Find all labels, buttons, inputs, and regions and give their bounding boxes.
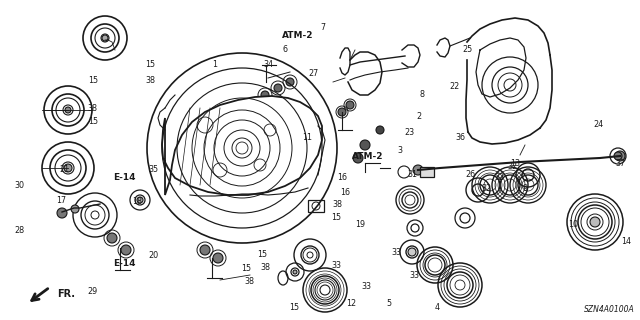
Text: 15: 15 bbox=[88, 117, 98, 126]
Bar bbox=[420, 167, 434, 177]
Text: 36: 36 bbox=[456, 133, 466, 142]
Text: 32: 32 bbox=[494, 173, 504, 182]
Text: 38: 38 bbox=[260, 263, 271, 272]
Circle shape bbox=[102, 35, 108, 41]
Text: 18: 18 bbox=[132, 197, 143, 206]
Text: 7: 7 bbox=[321, 23, 326, 32]
Circle shape bbox=[346, 101, 354, 109]
Text: 3: 3 bbox=[397, 146, 403, 155]
Text: ATM-2: ATM-2 bbox=[282, 31, 314, 40]
Text: 23: 23 bbox=[404, 128, 415, 137]
Circle shape bbox=[57, 208, 67, 218]
Circle shape bbox=[408, 248, 416, 256]
Circle shape bbox=[274, 84, 282, 92]
Text: 10: 10 bbox=[568, 220, 578, 228]
Text: E-14: E-14 bbox=[113, 260, 136, 268]
Text: 21: 21 bbox=[59, 165, 69, 174]
Text: 30: 30 bbox=[14, 181, 24, 190]
Circle shape bbox=[121, 245, 131, 255]
Circle shape bbox=[71, 205, 79, 213]
Circle shape bbox=[137, 197, 143, 203]
Text: 13: 13 bbox=[510, 159, 520, 168]
Text: 34: 34 bbox=[264, 60, 274, 68]
Text: 15: 15 bbox=[331, 213, 341, 222]
Text: 32: 32 bbox=[507, 162, 517, 171]
Text: 32: 32 bbox=[481, 184, 492, 193]
Text: 22: 22 bbox=[449, 82, 460, 91]
Text: 17: 17 bbox=[56, 196, 66, 204]
Text: ATM-2: ATM-2 bbox=[352, 152, 384, 161]
Circle shape bbox=[376, 126, 384, 134]
Text: 20: 20 bbox=[148, 252, 159, 260]
Text: 4: 4 bbox=[435, 303, 440, 312]
Text: 38: 38 bbox=[145, 76, 156, 84]
Text: 9: 9 bbox=[522, 184, 527, 193]
Text: 26: 26 bbox=[465, 170, 476, 179]
Text: 14: 14 bbox=[621, 237, 631, 246]
Text: 33: 33 bbox=[331, 261, 341, 270]
Circle shape bbox=[413, 165, 423, 175]
Circle shape bbox=[65, 107, 71, 113]
Text: 16: 16 bbox=[340, 188, 351, 196]
Text: 33: 33 bbox=[392, 248, 402, 257]
Text: 37: 37 bbox=[616, 159, 626, 168]
Circle shape bbox=[107, 233, 117, 243]
Text: SZN4A0100A: SZN4A0100A bbox=[584, 305, 635, 314]
Circle shape bbox=[353, 153, 363, 163]
Text: 5: 5 bbox=[386, 300, 391, 308]
Circle shape bbox=[261, 91, 269, 99]
Text: 1: 1 bbox=[212, 60, 217, 68]
Text: 29: 29 bbox=[88, 287, 98, 296]
Circle shape bbox=[614, 152, 622, 160]
Text: 38: 38 bbox=[333, 200, 343, 209]
Text: 15: 15 bbox=[257, 250, 268, 259]
Text: 6: 6 bbox=[282, 45, 287, 54]
Text: 16: 16 bbox=[337, 173, 348, 182]
Text: 28: 28 bbox=[14, 226, 24, 235]
Text: 12: 12 bbox=[346, 300, 356, 308]
Text: 31: 31 bbox=[408, 170, 418, 179]
Text: 24: 24 bbox=[593, 120, 604, 129]
Text: 38: 38 bbox=[88, 104, 98, 113]
Circle shape bbox=[286, 78, 294, 86]
Text: 8: 8 bbox=[420, 90, 425, 99]
Text: 33: 33 bbox=[362, 282, 372, 291]
Text: 33: 33 bbox=[410, 271, 420, 280]
Text: 15: 15 bbox=[241, 264, 252, 273]
Polygon shape bbox=[162, 96, 322, 195]
Text: 25: 25 bbox=[462, 45, 472, 54]
Text: FR.: FR. bbox=[57, 289, 75, 299]
Text: 2: 2 bbox=[417, 112, 422, 121]
Circle shape bbox=[590, 217, 600, 227]
FancyBboxPatch shape bbox=[308, 200, 324, 212]
Text: 35: 35 bbox=[148, 165, 159, 174]
Text: 11: 11 bbox=[302, 133, 312, 142]
Circle shape bbox=[64, 164, 72, 172]
Text: 27: 27 bbox=[308, 69, 319, 78]
Text: 15: 15 bbox=[88, 76, 98, 84]
Text: 15: 15 bbox=[145, 60, 156, 68]
Text: E-14: E-14 bbox=[113, 173, 136, 182]
Circle shape bbox=[200, 245, 210, 255]
Text: 15: 15 bbox=[289, 303, 300, 312]
Text: 38: 38 bbox=[244, 277, 255, 286]
Circle shape bbox=[293, 270, 297, 274]
Text: 19: 19 bbox=[355, 220, 365, 228]
Circle shape bbox=[338, 108, 346, 116]
Circle shape bbox=[360, 140, 370, 150]
Circle shape bbox=[615, 151, 625, 161]
Circle shape bbox=[213, 253, 223, 263]
